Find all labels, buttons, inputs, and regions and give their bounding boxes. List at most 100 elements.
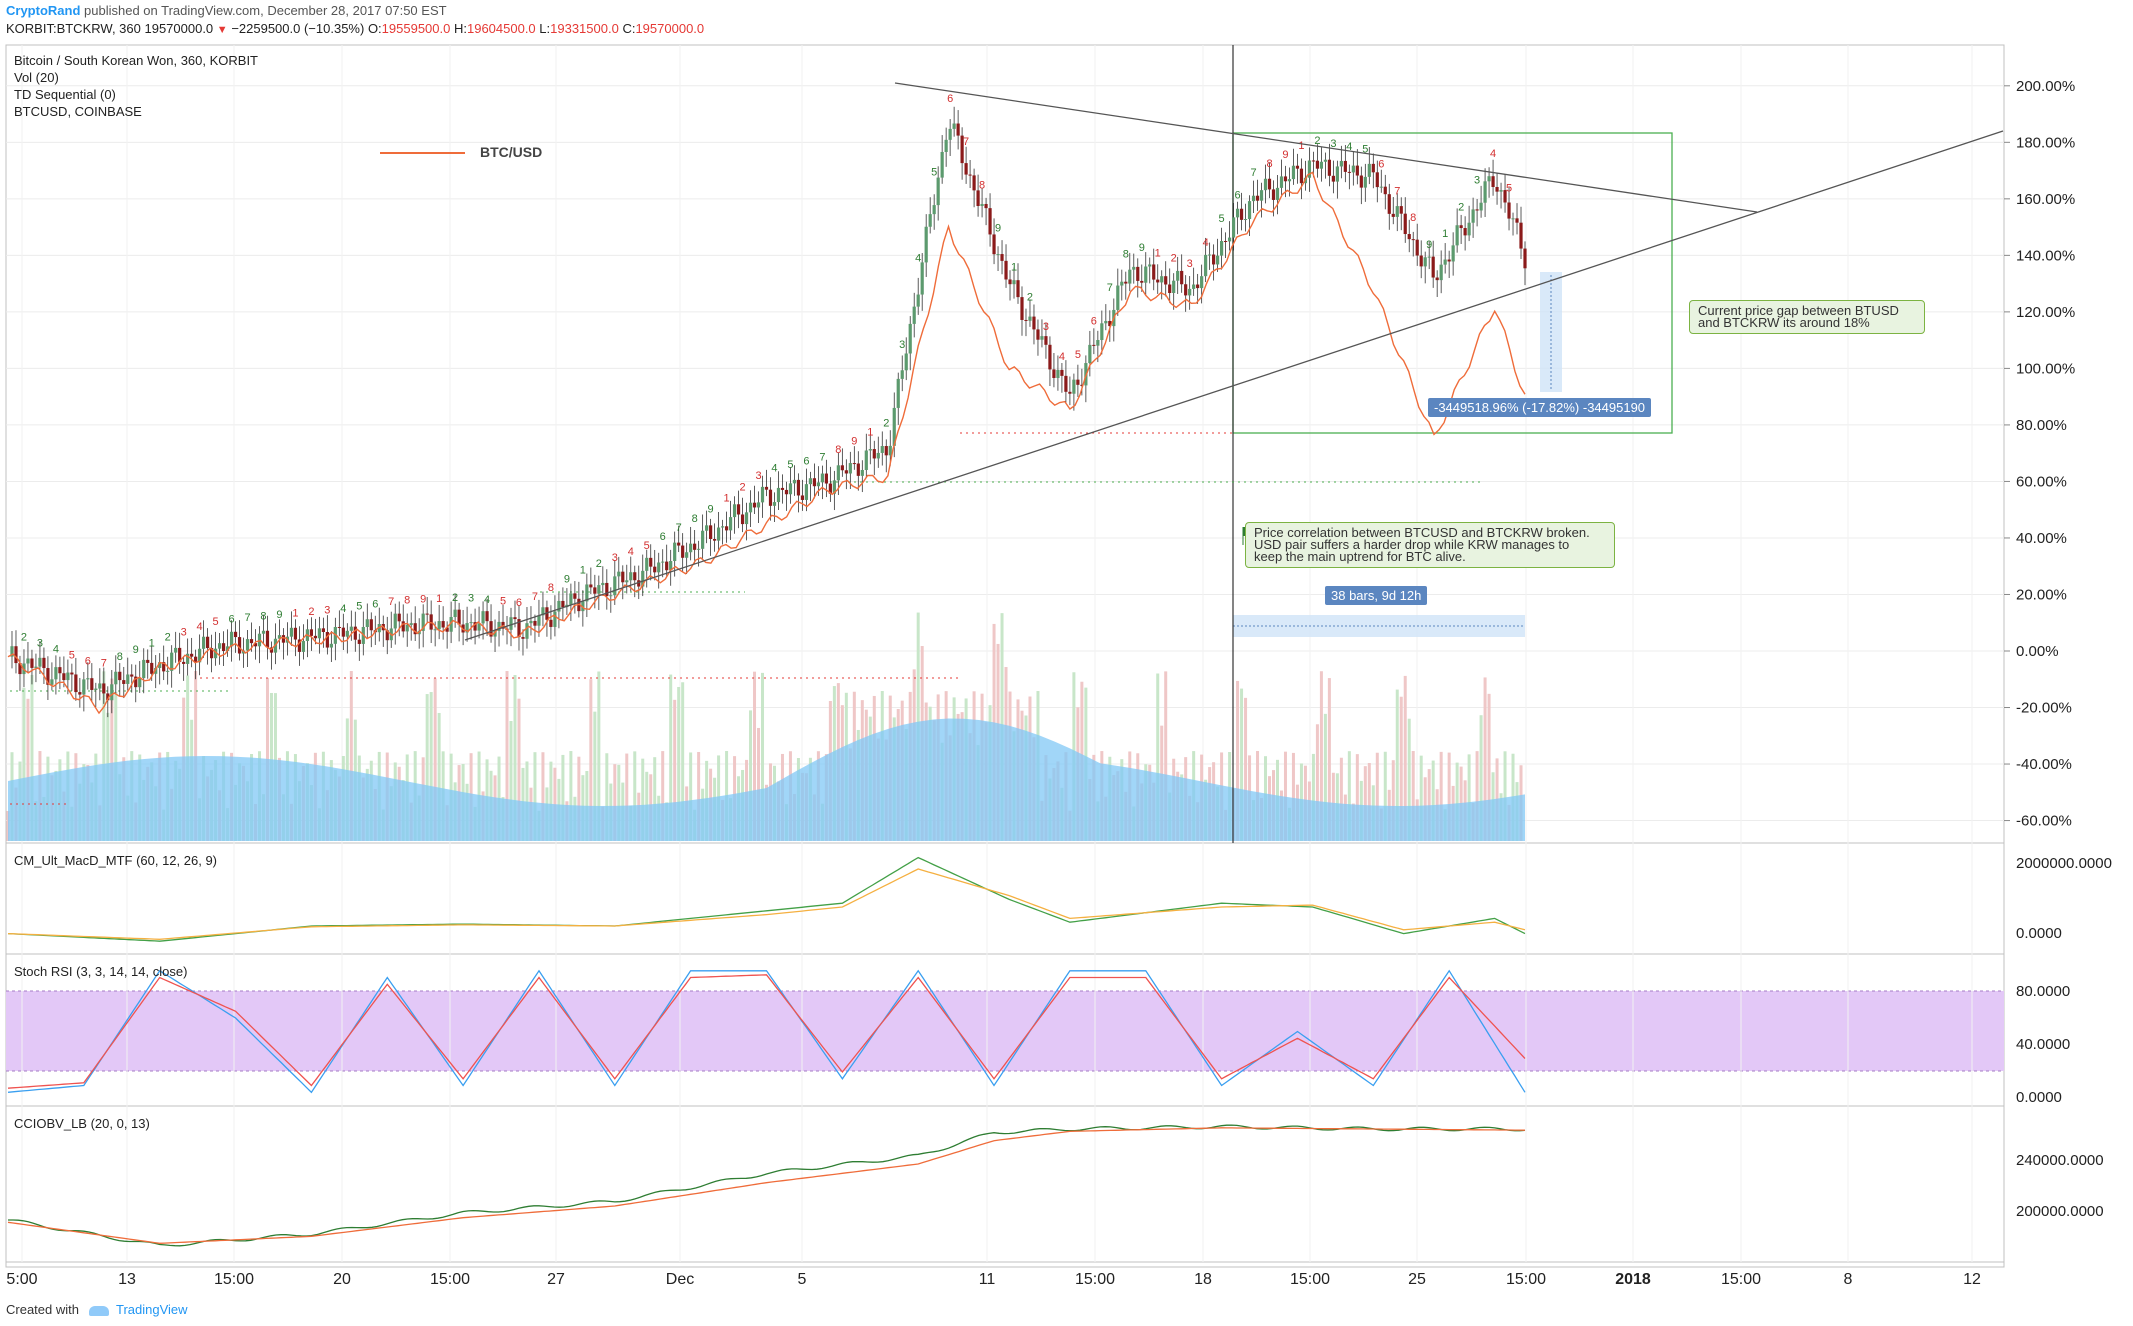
candle-body — [601, 582, 605, 586]
candle-body — [90, 678, 94, 690]
candle-body — [732, 504, 737, 518]
candle-body — [445, 627, 449, 632]
candle-body — [94, 688, 98, 690]
volume-bar — [1383, 751, 1387, 841]
volume-bar — [513, 675, 517, 841]
candle-body — [357, 639, 361, 644]
td-count-mark: 4 — [1203, 237, 1209, 249]
candle-body — [1212, 254, 1216, 265]
time-axis[interactable]: 5:00 13 15:00 20 15:00 27 Dec 5 11 15:00 18 15:00 25… — [6, 1271, 1981, 1288]
volume-legend[interactable]: Vol (20) — [14, 70, 59, 85]
candle-body — [421, 613, 425, 631]
candle-body — [1255, 195, 1260, 201]
y-tick-label: 2000000.0000 — [2016, 855, 2112, 872]
footer: Created with TradingView — [6, 1302, 188, 1317]
td-count-mark: 7 — [1107, 282, 1113, 294]
btcusd-label: BTC/USD — [480, 144, 543, 160]
candle-body — [593, 587, 597, 594]
candle-body — [828, 483, 832, 494]
candle-body — [1176, 270, 1180, 281]
candle-body — [980, 203, 984, 206]
author-link[interactable]: CryptoRand — [6, 3, 81, 18]
td-sequential-legend[interactable]: TD Sequential (0) — [14, 87, 116, 102]
candle-body — [1483, 181, 1487, 203]
cciobv-line — [8, 1124, 1526, 1247]
candle-body — [1375, 172, 1379, 188]
volume-bar — [1503, 751, 1507, 841]
candle-body — [509, 617, 513, 630]
candle-body — [1311, 160, 1316, 162]
volume-bar — [1475, 751, 1479, 841]
tradingview-link[interactable]: TradingView — [116, 1302, 188, 1317]
candle-body — [325, 632, 329, 648]
candle-body — [265, 630, 270, 648]
candle-body — [1024, 319, 1028, 321]
candle-body — [465, 623, 469, 633]
candle-body — [1323, 159, 1327, 162]
volume-bar — [589, 679, 593, 841]
candle-body — [249, 639, 254, 644]
price-axis[interactable]: 200.00% 180.00% 160.00% 140.00% 120.00% 100.0… — [2004, 78, 2112, 1220]
candle-body — [38, 657, 42, 667]
candle-body — [1499, 190, 1503, 192]
correlation-callout[interactable]: Price correlation between BTCUSD and BTC… — [1245, 522, 1615, 568]
candle-body — [365, 619, 369, 628]
ascending-trendline[interactable] — [464, 130, 2004, 641]
cciobv-signal-line — [7, 1127, 1526, 1244]
volume-bar — [1339, 757, 1343, 841]
candle-body — [46, 668, 50, 685]
cciobv-pane-title[interactable]: CCIOBV_LB (20, 0, 13) — [14, 1116, 150, 1131]
td-count-mark: 8 — [1410, 212, 1416, 224]
compare-legend[interactable]: BTCUSD, COINBASE — [14, 104, 142, 119]
candle-body — [293, 627, 298, 640]
td-count-mark: 5 — [1506, 183, 1512, 195]
candle-body — [944, 139, 948, 152]
td-count-mark: 8 — [1266, 158, 1272, 170]
candle-body — [569, 593, 573, 605]
candle-body — [74, 674, 78, 693]
td-count-mark: 1 — [1011, 262, 1017, 274]
price-gap-callout[interactable]: Current price gap between BTUSD and BTCK… — [1689, 300, 1925, 334]
candle-body — [86, 678, 90, 680]
macd-line — [7, 856, 1526, 942]
candle-body — [30, 658, 34, 668]
volume-bar — [1375, 752, 1379, 841]
td-count-mark: 5 — [644, 540, 650, 552]
x-tick-label: 15:00 — [1075, 1271, 1115, 1288]
candle-body — [1503, 190, 1507, 203]
candle-body — [1343, 160, 1347, 172]
candle-body — [1048, 344, 1052, 370]
td-count-mark: 8 — [117, 651, 123, 663]
td-count-mark: 4 — [197, 621, 203, 633]
candle-body — [1315, 160, 1320, 169]
candle-body — [756, 502, 761, 508]
stoch-pane-title[interactable]: Stoch RSI (3, 3, 14, 14, close) — [14, 964, 188, 979]
candle-body — [896, 378, 900, 408]
volume-bar — [1291, 752, 1295, 841]
candle-body — [653, 566, 657, 573]
candle-body — [796, 479, 801, 496]
candle-body — [393, 613, 397, 629]
candle-body — [1383, 186, 1387, 195]
candle-body — [1371, 163, 1375, 173]
volume-bar — [509, 720, 513, 841]
macd-pane-title[interactable]: CM_Ult_MacD_MTF (60, 12, 26, 9) — [14, 853, 218, 868]
volume-bar — [677, 686, 681, 841]
candle-body — [920, 262, 924, 295]
td-count-mark: 3 — [1043, 321, 1049, 333]
descending-trendline[interactable] — [894, 82, 1758, 213]
volume-bar — [1483, 677, 1487, 841]
volume-bar — [102, 671, 106, 841]
candle-body — [840, 465, 844, 471]
main-series-legend[interactable]: Bitcoin / South Korean Won, 360, KORBIT — [14, 53, 258, 68]
td-count-mark: 7 — [1250, 167, 1256, 179]
candle-body — [481, 611, 485, 624]
candle-body — [1263, 178, 1268, 191]
candle-body — [14, 646, 18, 664]
candle-body — [1459, 225, 1463, 229]
y-tick-label: 40.00% — [2016, 530, 2067, 547]
candle-body — [229, 631, 234, 647]
td-count-mark: 8 — [404, 594, 410, 606]
candle-body — [884, 446, 888, 456]
